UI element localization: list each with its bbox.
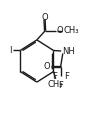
Text: O: O bbox=[41, 13, 48, 22]
Text: F: F bbox=[64, 72, 69, 81]
Text: O: O bbox=[56, 26, 63, 35]
Text: CH₃: CH₃ bbox=[48, 80, 63, 89]
Text: NH: NH bbox=[62, 47, 75, 56]
Text: O: O bbox=[43, 62, 50, 71]
Text: I: I bbox=[9, 46, 11, 55]
Text: F: F bbox=[58, 81, 63, 90]
Text: CH₃: CH₃ bbox=[63, 26, 79, 35]
Text: F: F bbox=[52, 72, 57, 81]
